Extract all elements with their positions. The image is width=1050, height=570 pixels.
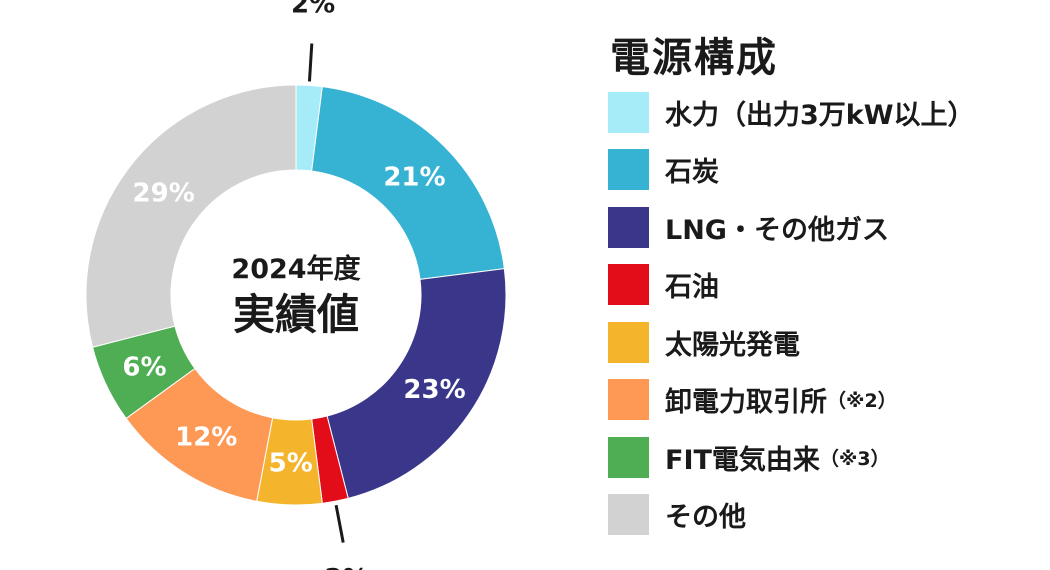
slice-value-label: 2% xyxy=(291,0,335,20)
legend-swatch xyxy=(608,91,649,133)
legend-swatch xyxy=(608,321,649,363)
callout-line xyxy=(334,504,345,543)
legend-swatch xyxy=(608,436,649,478)
legend-label: その他 xyxy=(665,502,746,533)
slice-value-label: 2% xyxy=(325,564,369,570)
legend-swatch xyxy=(608,379,649,420)
legend-label: 太陽光発電 xyxy=(665,329,800,361)
legend: 電源構成 水力 （出力3万kW以上） 石炭 LNG・その他ガス 石油 太陽光発電 卸電力取引… xyxy=(608,34,1038,552)
legend-swatch xyxy=(608,149,649,190)
legend-label: 水力 xyxy=(665,99,719,131)
legend-label: LNG・その他ガス xyxy=(665,214,889,246)
legend-item: LNG・その他ガス xyxy=(608,206,1038,248)
legend-swatch xyxy=(608,494,649,535)
legend-label: 卸電力取引所 xyxy=(665,387,827,418)
legend-note: （出力3万kW以上） xyxy=(719,99,975,131)
legend-item: 石油 xyxy=(608,264,1038,305)
slice-value-label: 6% xyxy=(122,352,166,382)
slice-value-label: 29% xyxy=(133,178,195,208)
legend-item: その他 xyxy=(608,494,1038,535)
legend-item: 水力 （出力3万kW以上） xyxy=(608,91,1038,133)
legend-note: （※3） xyxy=(819,447,890,470)
callout-line xyxy=(307,43,314,82)
legend-swatch xyxy=(608,206,649,248)
legend-title: 電源構成 xyxy=(610,35,778,81)
donut-slice xyxy=(311,86,505,280)
slice-value-label: 12% xyxy=(175,422,237,452)
legend-swatch xyxy=(608,264,649,305)
donut-slice xyxy=(326,268,507,500)
slice-value-label: 23% xyxy=(403,375,465,405)
legend-item: 石炭 xyxy=(608,149,1038,190)
legend-item: FIT電気由来 （※3） xyxy=(608,436,1038,478)
legend-note: （※2） xyxy=(827,390,897,412)
slice-value-label: 21% xyxy=(383,163,445,193)
legend-label: FIT電気由来 xyxy=(665,444,820,476)
center-label-main: 実績値 xyxy=(233,290,359,339)
legend-item: 太陽光発電 xyxy=(608,321,1038,363)
legend-label: 石炭 xyxy=(665,157,719,188)
center-label-year: 2024年度 xyxy=(231,253,360,285)
slice-value-label: 5% xyxy=(269,448,313,478)
donut-slice xyxy=(85,84,297,348)
legend-label: 石油 xyxy=(665,272,719,303)
legend-item: 卸電力取引所 （※2） xyxy=(608,379,1038,420)
legend-items: 水力 （出力3万kW以上） 石炭 LNG・その他ガス 石油 太陽光発電 卸電力取引所 （※2）… xyxy=(608,91,1038,535)
